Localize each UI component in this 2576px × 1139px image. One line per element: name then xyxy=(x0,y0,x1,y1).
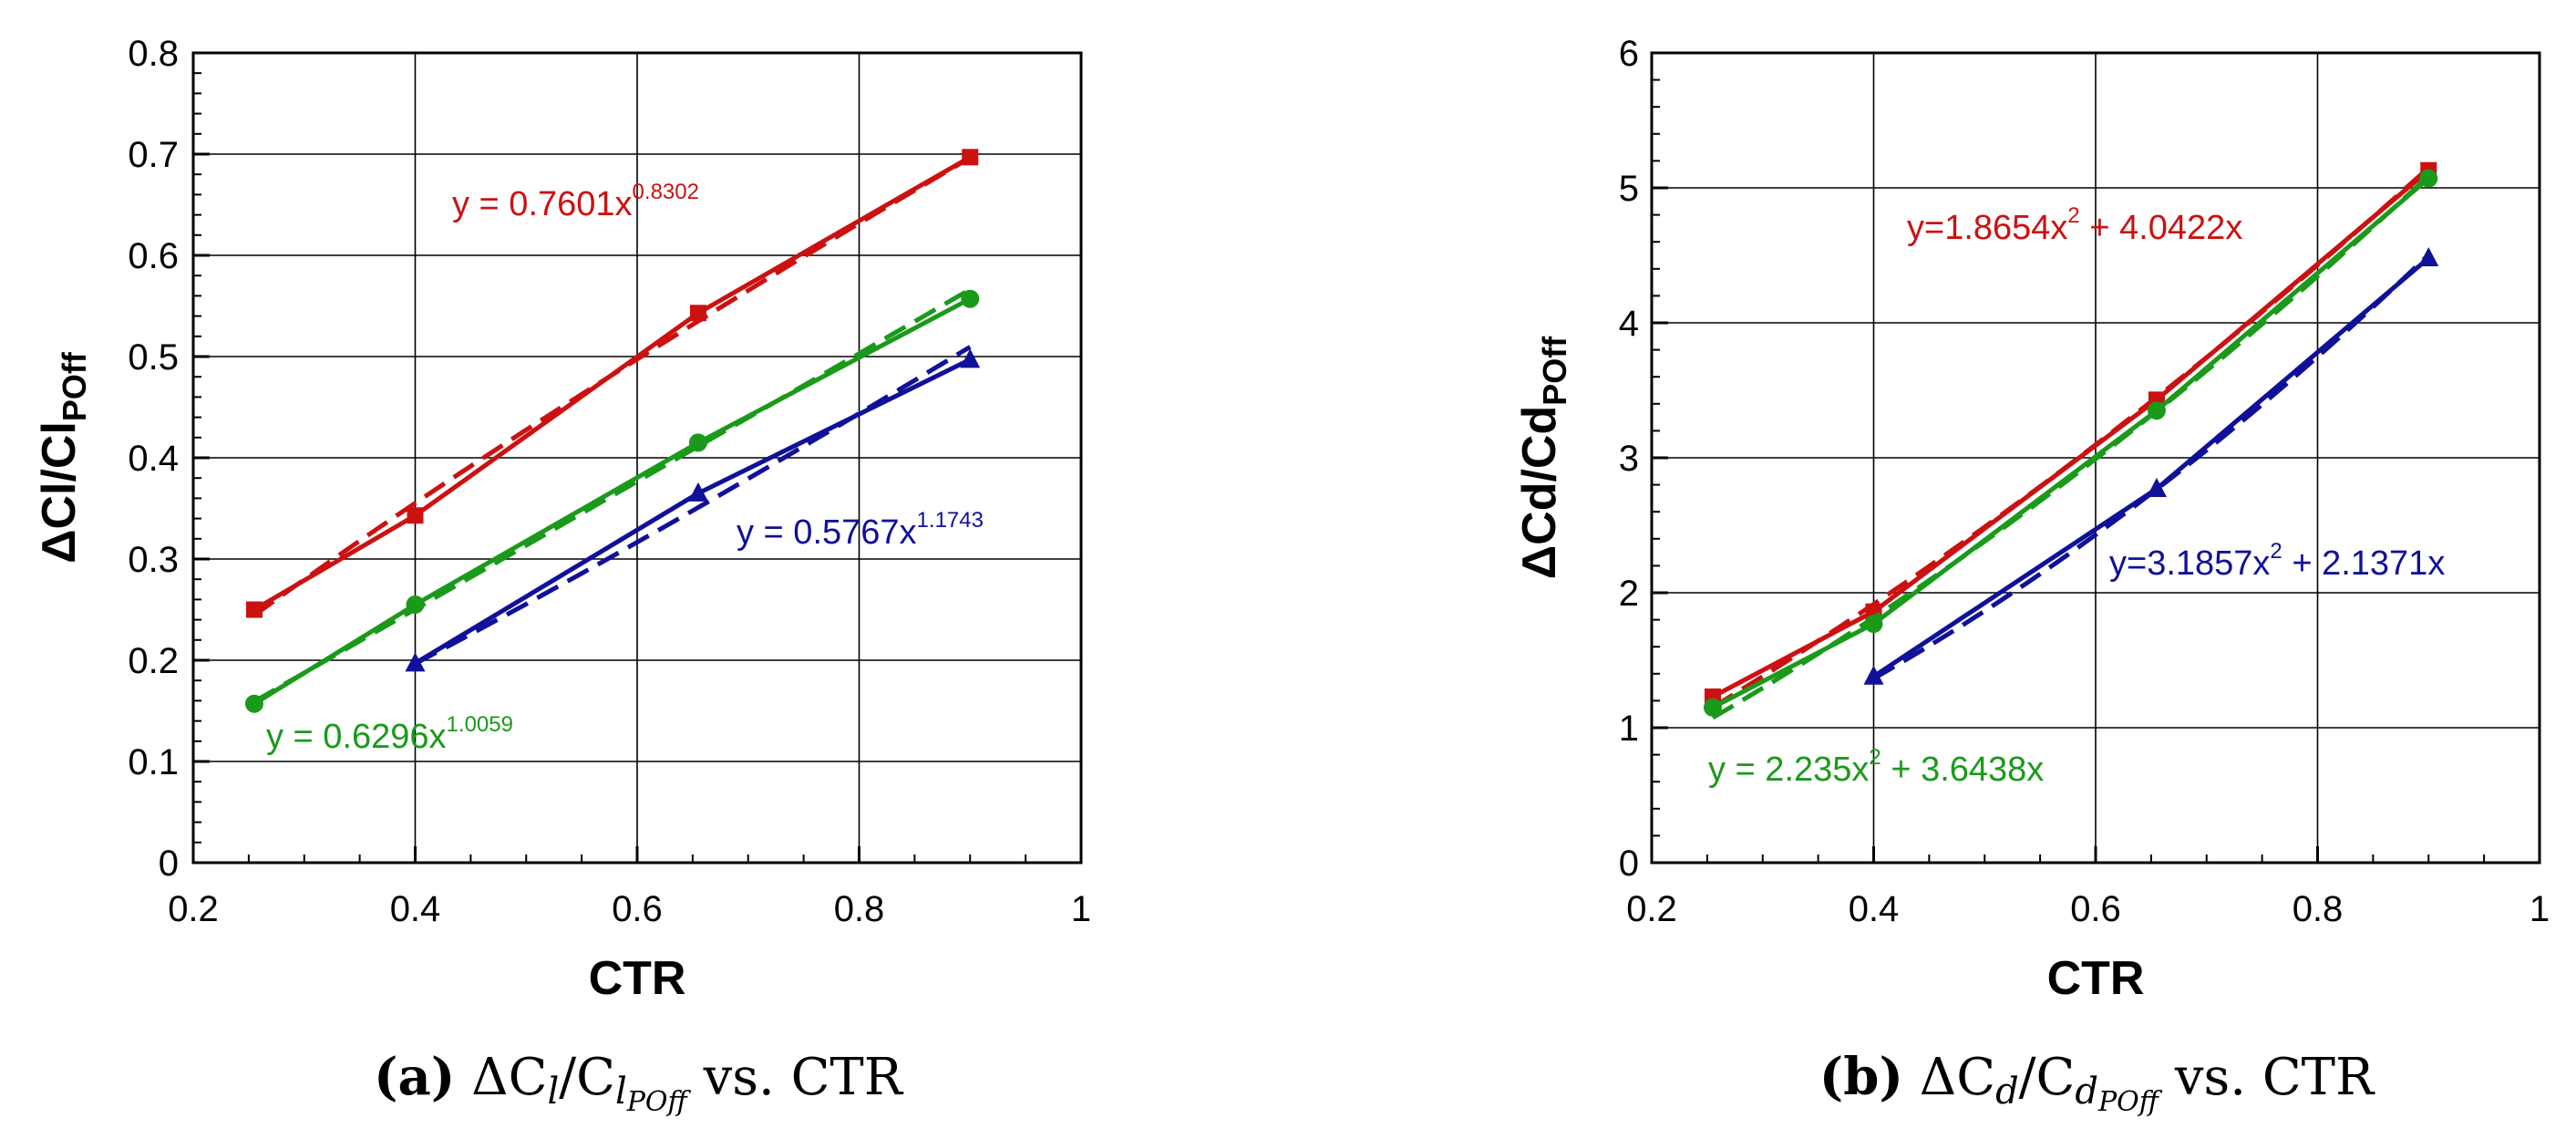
chart-a-series xyxy=(244,149,981,713)
chart-b-xtick: 0.6 xyxy=(2070,889,2121,929)
data-point-green xyxy=(961,289,980,308)
chart-a-ylabel: ΔCl/ClPOff xyxy=(33,351,93,564)
chart-a-ytick: 0.4 xyxy=(128,439,179,479)
chart-b: 0.2 0.4 0.6 0.8 1 0 1 2 3 4 5 6 CTR ΔCd/… xyxy=(1513,34,2550,1005)
data-point-blue xyxy=(960,348,981,368)
chart-a-ytick: 0.3 xyxy=(128,540,179,580)
chart-b-fit-label-blue: y=3.1857x2 + 2.1371x xyxy=(2109,539,2445,583)
chart-b-ytick: 4 xyxy=(1619,304,1639,344)
chart-a-ytick: 0.2 xyxy=(128,641,179,681)
data-point-green xyxy=(688,433,707,452)
caption-b: (b) ΔCd/CdPOff vs. CTR xyxy=(1819,1047,2375,1118)
chart-b-ticks xyxy=(1650,51,2541,865)
data-point-green xyxy=(244,694,263,713)
chart-b-ytick: 6 xyxy=(1619,34,1639,74)
caption-a: (a) ΔCl/ClPOff vs. CTR xyxy=(374,1047,904,1118)
chart-a-xtick: 1 xyxy=(1071,889,1091,929)
chart-a-xtick: 0.4 xyxy=(390,889,441,929)
data-point-blue xyxy=(405,652,426,672)
chart-a-xtick: 0.2 xyxy=(168,889,219,929)
chart-b-series xyxy=(1703,161,2439,720)
chart-a-ytick: 0.6 xyxy=(128,236,179,276)
fit-line-green xyxy=(1711,173,2430,720)
chart-a-ytick: 0.5 xyxy=(128,337,179,378)
chart-a-ytick: 0 xyxy=(159,844,179,884)
data-point-blue xyxy=(1863,665,1884,685)
fit-line-blue xyxy=(1872,253,2431,681)
data-point-green xyxy=(2147,401,2166,420)
series-line-red xyxy=(1711,168,2430,699)
data-point-red xyxy=(407,507,424,524)
chart-b-xlabel: CTR xyxy=(2047,952,2145,1005)
series-line-green xyxy=(1711,176,2430,710)
chart-a-ytick: 0.1 xyxy=(128,742,179,782)
chart-b-fit-label-red: y=1.8654x2 + 4.0422x xyxy=(1907,203,2242,247)
chart-b-ytick: 5 xyxy=(1619,169,1639,209)
data-point-blue xyxy=(2146,478,2167,498)
chart-a: 0.2 0.4 0.6 0.8 1 0 0.1 0.2 0.3 0.4 0.5 … xyxy=(33,34,1091,1005)
chart-a-xlabel: CTR xyxy=(589,952,686,1005)
chart-a-ytick: 0.8 xyxy=(128,34,179,74)
chart-b-xtick: 0.4 xyxy=(1849,889,1900,929)
chart-b-ytick: 0 xyxy=(1619,844,1639,884)
data-point-red xyxy=(245,601,263,618)
chart-a-ticks xyxy=(191,51,1083,865)
chart-a-xtick: 0.6 xyxy=(612,889,663,929)
data-point-green xyxy=(2419,169,2438,188)
series-line-green xyxy=(252,296,972,706)
series-line-blue xyxy=(1872,256,2430,678)
chart-a-ytick: 0.7 xyxy=(128,135,179,175)
data-point-red xyxy=(962,149,979,166)
chart-b-xtick: 1 xyxy=(2530,889,2550,929)
data-point-blue xyxy=(2418,246,2439,266)
data-point-blue xyxy=(687,481,708,502)
chart-b-xtick: 0.8 xyxy=(2293,889,2344,929)
chart-a-fit-label-red: y = 0.7601x0.8302 xyxy=(452,180,699,223)
chart-b-ylabel: ΔCd/CdPOff xyxy=(1513,336,1573,579)
chart-b-ytick: 3 xyxy=(1619,439,1639,479)
data-point-red xyxy=(689,305,706,322)
chart-b-xtick: 0.2 xyxy=(1626,889,1677,929)
chart-a-fit-label-blue: y = 0.5767x1.1743 xyxy=(737,508,984,552)
chart-a-fit-label-green: y = 0.6296x1.0059 xyxy=(266,712,513,756)
data-point-green xyxy=(1703,698,1722,717)
chart-b-fit-label-green: y = 2.235x2 + 3.6438x xyxy=(1708,745,2044,789)
data-point-green xyxy=(406,595,425,614)
chart-a-xtick: 0.8 xyxy=(834,889,885,929)
chart-b-ytick: 1 xyxy=(1619,709,1639,749)
data-point-green xyxy=(1864,615,1883,634)
chart-b-ytick: 2 xyxy=(1619,574,1639,614)
series-line-red xyxy=(252,155,972,612)
fit-line-red xyxy=(1711,166,2430,709)
fit-line-blue xyxy=(414,345,972,666)
